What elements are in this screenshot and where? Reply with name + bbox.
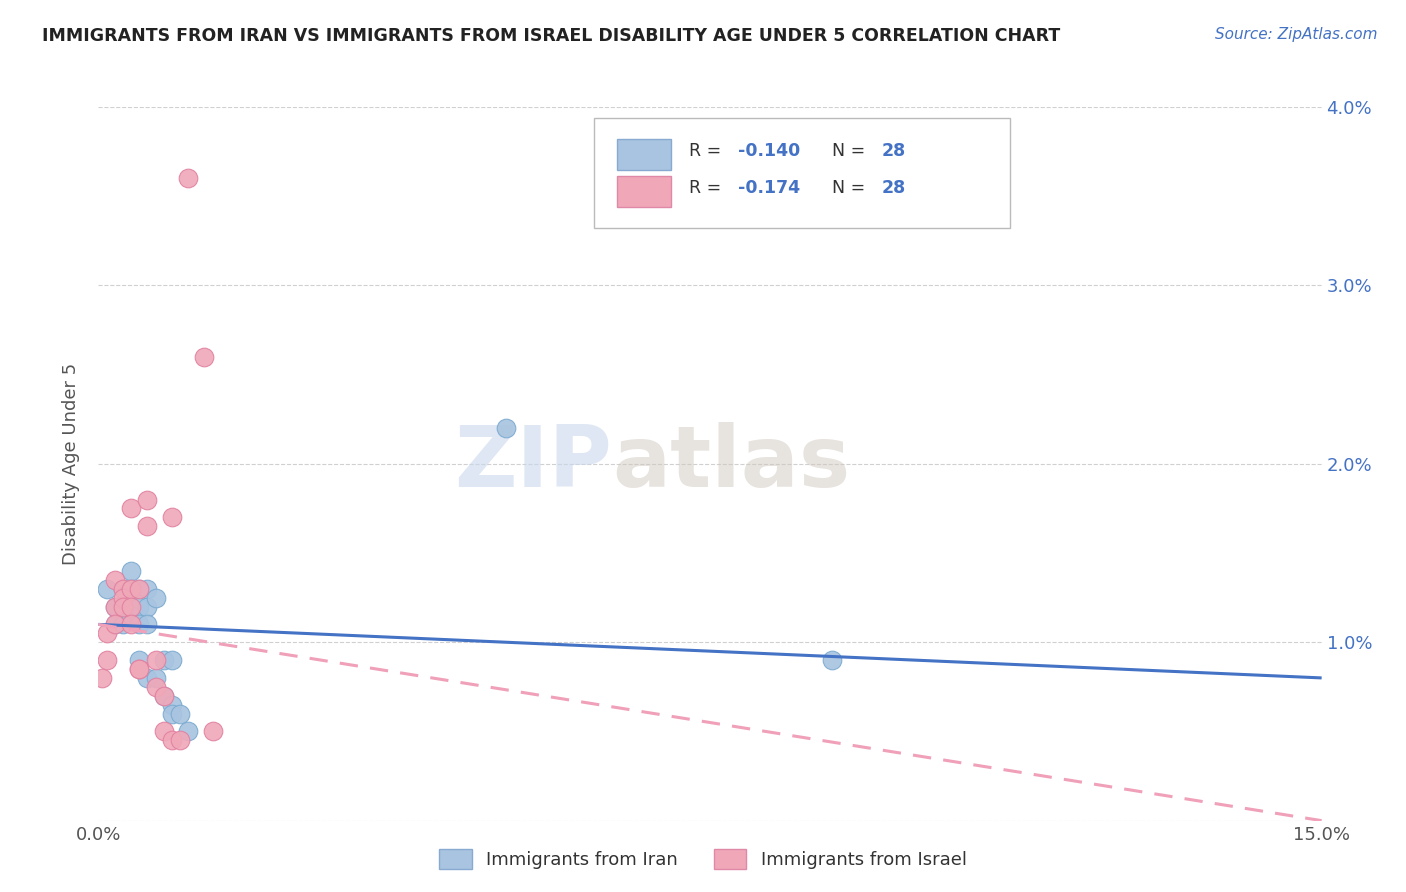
Point (152, 689, 174, 703)
Point (104, 573, 127, 587)
Point (128, 662, 150, 676)
Point (91, 671, 114, 685)
Point (136, 492, 159, 507)
Point (136, 599, 159, 614)
Point (145, 653, 167, 667)
Point (104, 599, 127, 614)
Point (136, 617, 159, 632)
FancyBboxPatch shape (593, 118, 1010, 228)
Y-axis label: Disability Age Under 5: Disability Age Under 5 (62, 363, 80, 565)
Point (136, 671, 159, 685)
Point (136, 582, 159, 596)
Point (152, 653, 174, 667)
Point (104, 617, 127, 632)
Point (177, 171, 200, 186)
Text: -0.174: -0.174 (738, 178, 800, 196)
Point (120, 501, 142, 516)
Point (111, 582, 134, 596)
Point (120, 599, 142, 614)
Point (495, 421, 517, 435)
Legend: Immigrants from Iran, Immigrants from Israel: Immigrants from Iran, Immigrants from Is… (430, 839, 976, 879)
FancyBboxPatch shape (617, 138, 671, 170)
Point (104, 617, 127, 632)
Point (128, 599, 150, 614)
Point (136, 519, 159, 533)
Point (111, 599, 134, 614)
Point (120, 582, 142, 596)
Point (145, 680, 167, 694)
Point (201, 724, 224, 739)
Text: 28: 28 (882, 178, 905, 196)
Point (111, 599, 134, 614)
Text: -0.140: -0.140 (738, 142, 800, 160)
Point (169, 733, 191, 747)
Point (96, 582, 118, 596)
Point (96, 626, 118, 640)
Text: Source: ZipAtlas.com: Source: ZipAtlas.com (1215, 27, 1378, 42)
Point (128, 582, 150, 596)
Point (128, 653, 150, 667)
Point (177, 724, 200, 739)
Point (104, 599, 127, 614)
Point (145, 591, 167, 605)
Point (120, 564, 142, 578)
Point (160, 510, 183, 524)
Point (128, 617, 150, 632)
Text: atlas: atlas (612, 422, 851, 506)
Text: ZIP: ZIP (454, 422, 612, 506)
Point (128, 582, 150, 596)
FancyBboxPatch shape (617, 176, 671, 207)
Point (111, 582, 134, 596)
Point (111, 617, 134, 632)
Point (193, 350, 215, 364)
Point (120, 582, 142, 596)
Point (160, 706, 183, 721)
Point (96, 653, 118, 667)
Point (152, 724, 174, 739)
Point (152, 689, 174, 703)
Point (145, 671, 167, 685)
Point (120, 608, 142, 623)
Point (128, 662, 150, 676)
Text: R =: R = (689, 142, 727, 160)
Point (111, 591, 134, 605)
Text: R =: R = (689, 178, 727, 196)
Point (821, 653, 844, 667)
Text: N =: N = (832, 178, 872, 196)
Point (160, 653, 183, 667)
Point (169, 706, 191, 721)
Text: N =: N = (832, 142, 872, 160)
Text: IMMIGRANTS FROM IRAN VS IMMIGRANTS FROM ISRAEL DISABILITY AGE UNDER 5 CORRELATIO: IMMIGRANTS FROM IRAN VS IMMIGRANTS FROM … (42, 27, 1060, 45)
Point (160, 733, 183, 747)
Point (120, 617, 142, 632)
Text: 28: 28 (882, 142, 905, 160)
Point (160, 698, 183, 712)
